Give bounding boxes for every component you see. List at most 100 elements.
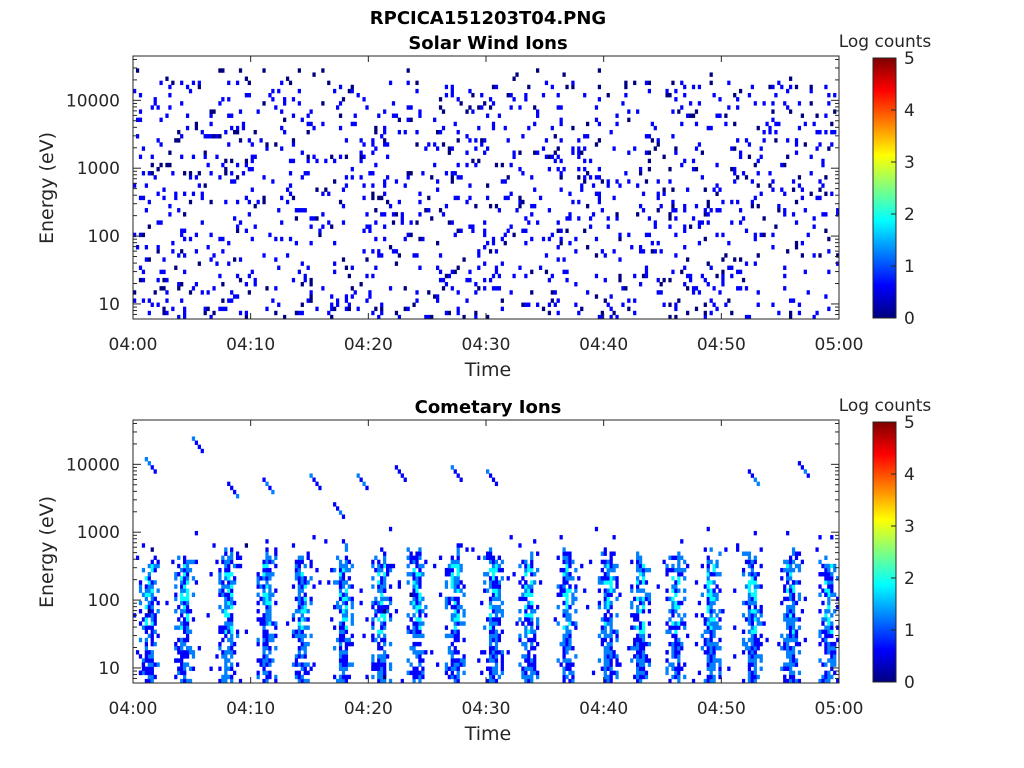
- heatmap-cell: [188, 199, 193, 205]
- heatmap-cell: [744, 138, 749, 143]
- heatmap-cell: [171, 306, 175, 312]
- heatmap-cell: [303, 171, 307, 176]
- heatmap-cell: [133, 183, 137, 188]
- heatmap-cell: [224, 625, 228, 630]
- heatmap-cell: [303, 563, 307, 569]
- heatmap-cell: [691, 678, 696, 684]
- heatmap-cell: [206, 613, 210, 618]
- heatmap-cell: [250, 158, 254, 164]
- heatmap-cell: [833, 662, 837, 667]
- heatmap-cell: [574, 282, 578, 287]
- heatmap-cell: [135, 245, 140, 250]
- heatmap-cell: [453, 584, 457, 589]
- heatmap-cell: [524, 559, 528, 565]
- heatmap-cell: [350, 662, 354, 667]
- heatmap-cell: [568, 604, 572, 610]
- heatmap-cell: [750, 637, 754, 643]
- heatmap-cell: [636, 609, 640, 614]
- heatmap-cell: [694, 146, 699, 151]
- heatmap-cell: [150, 678, 154, 684]
- heatmap-cell: [559, 584, 563, 589]
- heatmap-cell: [350, 641, 354, 647]
- heatmap-cell: [609, 641, 613, 647]
- heatmap-cell: [359, 150, 363, 155]
- heatmap-cell: [153, 101, 157, 106]
- heatmap-cell: [450, 465, 454, 470]
- heatmap-cell: [177, 555, 181, 561]
- heatmap-cell: [797, 183, 802, 188]
- heatmap-cell: [147, 224, 151, 229]
- heatmap-cell: [703, 212, 707, 217]
- heatmap-cell: [344, 674, 349, 680]
- heatmap-cell: [524, 646, 528, 651]
- heatmap-cell: [447, 633, 451, 639]
- heatmap-cell: [303, 584, 307, 589]
- heatmap-cell: [656, 191, 660, 197]
- heatmap-cell: [303, 277, 307, 283]
- heatmap-cell: [138, 600, 143, 606]
- heatmap-cell: [230, 592, 234, 597]
- heatmap-cell: [527, 613, 531, 618]
- heatmap-cell: [300, 604, 304, 610]
- heatmap-cell: [444, 282, 449, 287]
- heatmap-cell: [144, 666, 149, 671]
- heatmap-cell: [688, 113, 693, 118]
- heatmap-cell: [830, 121, 834, 127]
- heatmap-cell: [185, 621, 190, 626]
- heatmap-cell: [377, 641, 381, 647]
- heatmap-cell: [680, 539, 684, 544]
- heatmap-cell: [597, 166, 602, 172]
- heatmap-cell: [494, 265, 499, 270]
- heatmap-cell: [462, 670, 466, 676]
- heatmap-cell: [156, 600, 160, 606]
- heatmap-cell: [527, 592, 531, 597]
- heatmap-cell: [221, 298, 225, 303]
- heatmap-cell: [559, 117, 563, 123]
- heatmap-cell: [753, 232, 757, 238]
- heatmap-cell: [791, 559, 796, 565]
- heatmap-cell: [421, 621, 425, 626]
- heatmap-cell: [303, 576, 307, 581]
- heatmap-cell: [265, 596, 269, 602]
- heatmap-cell: [794, 138, 799, 143]
- heatmap-cell: [712, 646, 716, 651]
- heatmap-cell: [671, 650, 675, 655]
- heatmap-cell: [303, 646, 307, 651]
- heatmap-cell: [709, 670, 713, 676]
- heatmap-cell: [788, 592, 793, 597]
- colorbar-tick-label: 2: [904, 205, 915, 225]
- heatmap-cell: [230, 596, 234, 602]
- heatmap-cell: [418, 572, 422, 577]
- heatmap-cell: [788, 633, 793, 639]
- heatmap-cell: [759, 666, 763, 671]
- heatmap-cell: [221, 650, 225, 655]
- heatmap-cell: [771, 109, 775, 114]
- x-tick-label: 04:20: [344, 699, 393, 719]
- heatmap-cell: [344, 580, 349, 585]
- heatmap-cell: [338, 662, 343, 667]
- heatmap-cell: [641, 273, 646, 279]
- heatmap-cell: [724, 302, 728, 307]
- heatmap-cell: [524, 97, 528, 102]
- heatmap-cell: [344, 175, 349, 180]
- heatmap-cell: [147, 171, 151, 176]
- heatmap-cell: [459, 588, 463, 593]
- heatmap-cell: [185, 563, 190, 569]
- heatmap-cell: [265, 481, 269, 487]
- heatmap-cell: [230, 674, 234, 680]
- heatmap-cell: [174, 572, 178, 577]
- heatmap-cell: [786, 596, 790, 602]
- heatmap-cell: [227, 261, 231, 266]
- heatmap-cell: [394, 212, 399, 217]
- heatmap-cell: [771, 187, 775, 192]
- heatmap-cell: [265, 654, 269, 659]
- heatmap-cell: [836, 625, 840, 630]
- heatmap-cell: [536, 641, 540, 647]
- heatmap-cell: [612, 563, 616, 569]
- heatmap-cell: [377, 572, 381, 577]
- heatmap-cell: [609, 306, 613, 312]
- heatmap-cell: [518, 199, 522, 205]
- heatmap-cell: [488, 633, 493, 639]
- heatmap-cell: [418, 199, 422, 205]
- heatmap-cell: [385, 175, 390, 180]
